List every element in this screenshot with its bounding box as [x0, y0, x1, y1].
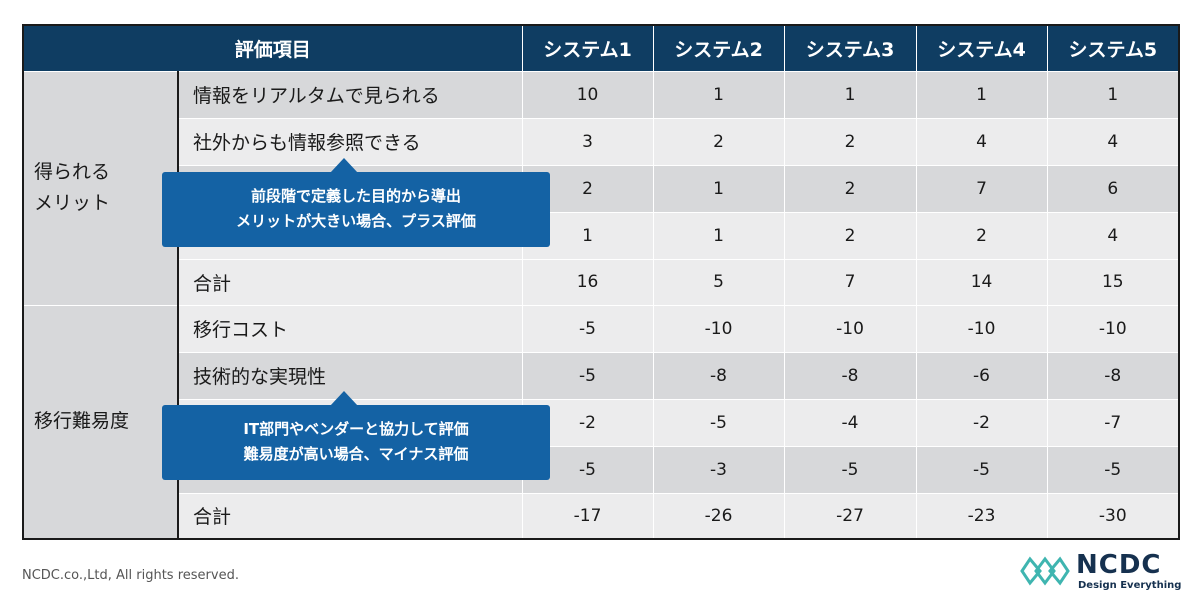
- value-cell: -4: [783, 398, 917, 447]
- value-cell: 7: [915, 164, 1048, 213]
- value-cell: -10: [783, 304, 917, 353]
- value-cell: -3: [652, 445, 785, 494]
- total-value: 15: [1046, 258, 1180, 306]
- total-value: -30: [1046, 492, 1180, 540]
- value-cell: 4: [1046, 117, 1180, 166]
- value-cell: 1: [1046, 70, 1180, 119]
- callout-difficulty-line-2: 難易度が高い場合、マイナス評価: [243, 445, 469, 463]
- ncdc-logo-icon: [1020, 556, 1070, 586]
- value-cell: -6: [915, 351, 1048, 400]
- value-cell: 1: [652, 164, 785, 213]
- value-cell: 4: [1046, 211, 1180, 260]
- header-system-2: システム2: [652, 24, 785, 72]
- value-cell: -10: [652, 304, 785, 353]
- callout-merit-line-2: メリットが大きい場合、プラス評価: [236, 212, 476, 230]
- group-label-difficulty: 移行難易度: [22, 304, 179, 540]
- header-system-4: システム4: [915, 24, 1048, 72]
- total-row-difficulty: 合計 -17 -26 -27 -23 -30: [23, 492, 1180, 540]
- value-cell: -5: [652, 398, 785, 447]
- value-cell: 6: [1046, 164, 1180, 213]
- value-cell: -8: [652, 351, 785, 400]
- value-cell: -5: [1046, 445, 1180, 494]
- callout-difficulty: IT部門やベンダーと協力して評価 難易度が高い場合、マイナス評価: [162, 391, 550, 480]
- value-cell: 2: [915, 211, 1048, 260]
- value-cell: 2: [783, 117, 917, 166]
- group-label-text: 得られる メリット: [34, 161, 111, 214]
- copyright-text: NCDC.co.,Ltd, All rights reserved.: [22, 568, 239, 583]
- evaluation-table: 評価項目 システム1 システム2 システム3 システム4 システム5 得られる …: [22, 24, 1181, 540]
- value-cell: 1: [783, 70, 917, 119]
- header-system-1: システム1: [521, 24, 654, 72]
- table-row: 技術的な実現性 -5 -8 -8 -6 -8: [23, 351, 1180, 400]
- value-cell: 2: [783, 164, 917, 213]
- value-cell: -5: [915, 445, 1048, 494]
- total-value: -23: [915, 492, 1048, 540]
- table-row: 得られる メリット 情報をリアルタムで見られる 10 1 1 1 1: [22, 70, 1180, 306]
- group-label-text: 移行難易度: [34, 410, 130, 433]
- item-label: 情報をリアルタムで見られる: [177, 70, 523, 119]
- header-evaluation-item: 評価項目: [22, 24, 523, 72]
- value-cell: -5: [783, 445, 917, 494]
- group-difficulty: 移行難易度 移行コスト -5 -10 -10 -10 -10 技術的な実現性 -…: [22, 304, 1180, 540]
- value-cell: -7: [1046, 398, 1180, 447]
- value-cell: -5: [521, 304, 654, 353]
- header-system-5: システム5: [1046, 24, 1180, 72]
- brand-logo: NCDC Design Everything: [1018, 548, 1188, 594]
- header-system-3: システム3: [783, 24, 917, 72]
- value-cell: 10: [521, 70, 654, 119]
- value-cell: 1: [915, 70, 1048, 119]
- total-label: 合計: [177, 492, 523, 540]
- group-merit: 得られる メリット 情報をリアルタムで見られる 10 1 1 1 1 社外からも…: [22, 70, 1180, 306]
- item-label: 移行コスト: [177, 304, 523, 353]
- brand-tagline: Design Everything: [1078, 580, 1182, 591]
- group-label-merit: 得られる メリット: [22, 70, 179, 306]
- callout-merit: 前段階で定義した目的から導出 メリットが大きい場合、プラス評価: [162, 158, 550, 247]
- value-cell: -8: [783, 351, 917, 400]
- value-cell: -10: [1046, 304, 1180, 353]
- table-row: 社外からも情報参照できる 3 2 2 4 4: [23, 117, 1180, 166]
- total-value: 14: [915, 258, 1048, 306]
- value-cell: -5: [521, 351, 654, 400]
- value-cell: 1: [652, 211, 785, 260]
- value-cell: 1: [652, 70, 785, 119]
- header-row: 評価項目 システム1 システム2 システム3 システム4 システム5: [22, 24, 1180, 72]
- item-label: 社外からも情報参照できる: [177, 117, 523, 166]
- brand-name: NCDC: [1076, 550, 1162, 580]
- total-value: 5: [652, 258, 785, 306]
- total-value: -26: [652, 492, 785, 540]
- callout-difficulty-line-1: IT部門やベンダーと協力して評価: [243, 420, 469, 438]
- total-row-merit: 合計 16 5 7 14 15: [23, 258, 1180, 306]
- value-cell: -10: [915, 304, 1048, 353]
- value-cell: 3: [521, 117, 654, 166]
- value-cell: -8: [1046, 351, 1180, 400]
- value-cell: 2: [783, 211, 917, 260]
- total-value: 16: [521, 258, 654, 306]
- total-value: -17: [521, 492, 654, 540]
- value-cell: 4: [915, 117, 1048, 166]
- total-value: 7: [783, 258, 917, 306]
- table-row: 移行難易度 移行コスト -5 -10 -10 -10 -10: [22, 304, 1180, 540]
- value-cell: 2: [652, 117, 785, 166]
- total-value: -27: [783, 492, 917, 540]
- value-cell: -2: [915, 398, 1048, 447]
- callout-merit-line-1: 前段階で定義した目的から導出: [250, 187, 461, 205]
- total-label: 合計: [177, 258, 523, 306]
